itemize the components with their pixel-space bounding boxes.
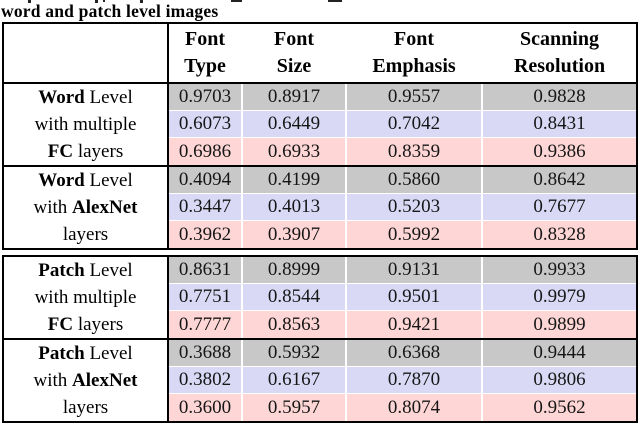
value-cell: 0.9933	[483, 257, 636, 283]
row-group-label: Word Level with multiple FC layers	[4, 84, 169, 165]
value-cell: 0.3688	[169, 340, 241, 366]
value-cell: 0.9421	[347, 311, 481, 338]
value-cell: 0.6933	[243, 138, 345, 165]
value-cell: 0.3802	[169, 367, 241, 393]
value-cell: 0.9501	[347, 284, 481, 310]
value-cell: 0.9703	[169, 84, 241, 110]
word-level-results-table: Font Type Font Size Font Emphasis Scanning Reso…	[2, 22, 638, 250]
value-cell: 0.8431	[483, 111, 636, 137]
value-cell: 0.3907	[243, 221, 345, 248]
data-row-pink: 0.7777 0.8563 0.9421 0.9899	[169, 311, 636, 338]
data-row-pink: 0.3600 0.5957 0.8074 0.9562	[169, 394, 636, 421]
value-cell: 0.9562	[483, 394, 636, 421]
header-corner-cell	[4, 24, 169, 82]
value-cell: 0.5957	[243, 394, 345, 421]
clipped-caption-remnant	[0, 0, 640, 4]
row-group-label: Word Level with AlexNet layers	[4, 167, 169, 248]
value-cell: 0.3600	[169, 394, 241, 421]
row-group-label: Patch Level with AlexNet layers	[4, 340, 169, 421]
data-row-pink: 0.6986 0.6933 0.8359 0.9386	[169, 138, 636, 165]
column-header-scanning-resolution: Scanning Resolution	[513, 28, 606, 77]
value-cell: 0.8642	[483, 167, 636, 193]
value-cell: 0.9979	[483, 284, 636, 310]
value-cell: 0.8544	[243, 284, 345, 310]
value-cell: 0.8999	[243, 257, 345, 283]
data-row-lavender: 0.3447 0.4013 0.5203 0.7677	[169, 194, 636, 221]
data-row-gray: 0.8631 0.8999 0.9131 0.9933	[169, 257, 636, 284]
data-row-gray: 0.4094 0.4199 0.5860 0.8642	[169, 167, 636, 194]
table-caption: word and patch level images	[1, 1, 219, 21]
value-cell: 0.9899	[483, 311, 636, 338]
value-cell: 0.6986	[169, 138, 241, 165]
row-group-label: Patch Level with multiple FC layers	[4, 257, 169, 338]
data-row-lavender: 0.7751 0.8544 0.9501 0.9979	[169, 284, 636, 311]
value-cell: 0.8359	[347, 138, 481, 165]
data-row-gray: 0.9703 0.8917 0.9557 0.9828	[169, 84, 636, 111]
column-header-font-type: Font Type	[184, 28, 226, 77]
value-cell: 0.9131	[347, 257, 481, 283]
column-header-font-size: Font Size	[274, 28, 314, 77]
value-cell: 0.7751	[169, 284, 241, 310]
value-cell: 0.5932	[243, 340, 345, 366]
value-cell: 0.7777	[169, 311, 241, 338]
value-cell: 0.5992	[347, 221, 481, 248]
value-cell: 0.8631	[169, 257, 241, 283]
patch-level-results-table: Patch Level with multiple FC layers 0.8631 0…	[2, 255, 638, 423]
value-cell: 0.9828	[483, 84, 636, 110]
data-row-pink: 0.3962 0.3907 0.5992 0.8328	[169, 221, 636, 248]
value-cell: 0.4013	[243, 194, 345, 220]
value-cell: 0.5203	[347, 194, 481, 220]
value-cell: 0.8563	[243, 311, 345, 338]
value-cell: 0.3962	[169, 221, 241, 248]
row-group: Patch Level with AlexNet layers 0.3688 0.593…	[4, 338, 636, 421]
table-header-row: Font Type Font Size Font Emphasis Scanning Reso…	[4, 24, 636, 84]
data-row-lavender: 0.6073 0.6449 0.7042 0.8431	[169, 111, 636, 138]
row-group: Patch Level with multiple FC layers 0.8631 0…	[4, 257, 636, 338]
value-cell: 0.8917	[243, 84, 345, 110]
value-cell: 0.7042	[347, 111, 481, 137]
value-cell: 0.8074	[347, 394, 481, 421]
value-cell: 0.9386	[483, 138, 636, 165]
data-row-lavender: 0.3802 0.6167 0.7870 0.9806	[169, 367, 636, 394]
column-header-font-emphasis: Font Emphasis	[372, 28, 456, 77]
value-cell: 0.9444	[483, 340, 636, 366]
value-cell: 0.7870	[347, 367, 481, 393]
row-group: Word Level with multiple FC layers 0.9703 0.…	[4, 84, 636, 165]
value-cell: 0.9806	[483, 367, 636, 393]
value-cell: 0.8328	[483, 221, 636, 248]
value-cell: 0.6167	[243, 367, 345, 393]
value-cell: 0.4094	[169, 167, 241, 193]
value-cell: 0.3447	[169, 194, 241, 220]
value-cell: 0.5860	[347, 167, 481, 193]
value-cell: 0.7677	[483, 194, 636, 220]
value-cell: 0.6073	[169, 111, 241, 137]
row-group: Word Level with AlexNet layers 0.4094 0.4199…	[4, 165, 636, 248]
value-cell: 0.6449	[243, 111, 345, 137]
value-cell: 0.6368	[347, 340, 481, 366]
data-row-gray: 0.3688 0.5932 0.6368 0.9444	[169, 340, 636, 367]
value-cell: 0.4199	[243, 167, 345, 193]
value-cell: 0.9557	[347, 84, 481, 110]
